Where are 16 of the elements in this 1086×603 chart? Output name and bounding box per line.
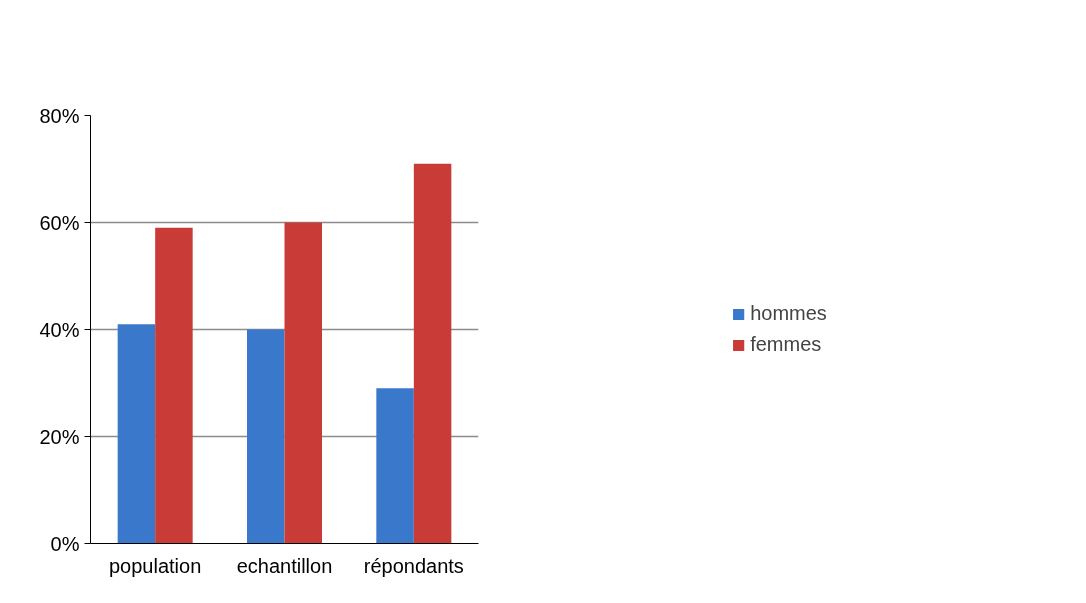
legend-label: hommes bbox=[750, 302, 827, 325]
y-tick-label: 20% bbox=[39, 425, 80, 448]
y-tick-label: 40% bbox=[39, 318, 80, 341]
y-tick-label: 60% bbox=[39, 211, 80, 234]
y-tick-label: 80% bbox=[39, 104, 80, 127]
bar bbox=[413, 163, 452, 544]
bar bbox=[284, 222, 323, 544]
x-tick-label: echantillon bbox=[236, 554, 333, 577]
bar bbox=[246, 329, 285, 544]
x-tick-label: répondants bbox=[363, 554, 464, 577]
bar bbox=[117, 324, 156, 544]
legend-label: femmes bbox=[750, 333, 822, 356]
bar bbox=[155, 227, 193, 544]
y-tick-label: 0% bbox=[50, 532, 80, 555]
x-tick-label: population bbox=[109, 554, 202, 577]
bar bbox=[376, 388, 414, 544]
